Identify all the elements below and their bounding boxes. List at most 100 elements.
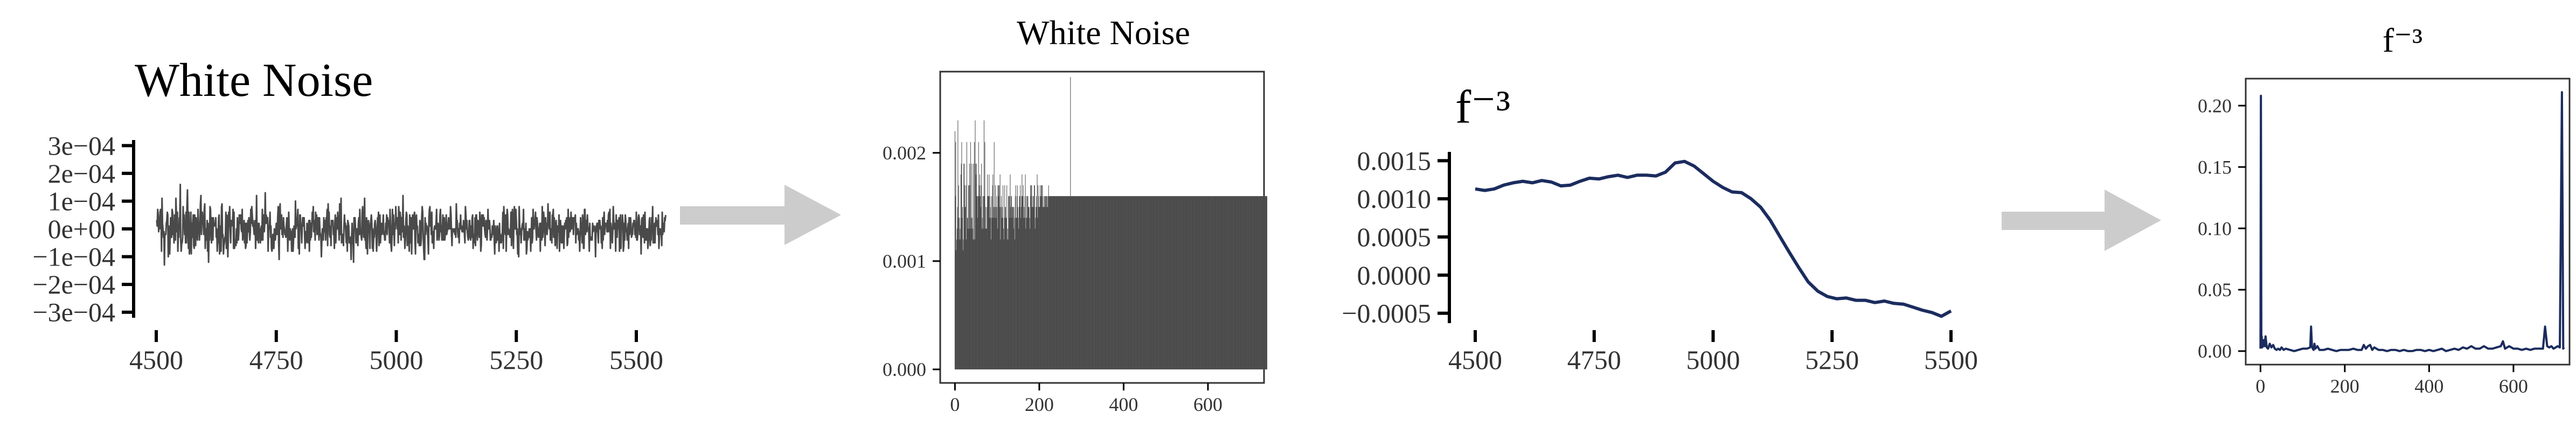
white-noise-spectrum-bar <box>979 185 980 369</box>
white-noise-spectrum-bar <box>1037 218 1038 369</box>
white-noise-spectrum-bar <box>1018 228 1019 369</box>
white-noise-spectrum-bar <box>966 239 967 369</box>
white-noise-spectrum-y-ticks: 0.000 0.001 0.002 <box>883 142 940 380</box>
white-noise-spectrum-bar <box>971 163 973 369</box>
white-noise-series-title: White Noise <box>135 54 373 107</box>
white-noise-spectrum-bar <box>1024 218 1025 369</box>
white-noise-spectrum-bar <box>1052 196 1053 369</box>
white-noise-spectrum-bar <box>1200 196 1202 369</box>
f3-spectrum-y-tick-label: 0.10 <box>2198 218 2232 239</box>
white-noise-spectrum-bar <box>1019 196 1020 369</box>
white-noise-spectrum-bar <box>1168 196 1169 369</box>
white-noise-series-x-tick-label: 5500 <box>609 345 663 375</box>
white-noise-spectrum-bar <box>1006 239 1008 369</box>
white-noise-spectrum-bar <box>1183 196 1184 369</box>
white-noise-spectrum-bar <box>1110 196 1112 369</box>
white-noise-spectrum-bar <box>1184 196 1185 369</box>
white-noise-spectrum-bar <box>1034 228 1036 369</box>
white-noise-spectrum-bar <box>1114 196 1115 369</box>
white-noise-spectrum-bar <box>1175 196 1176 369</box>
white-noise-spectrum-bar <box>1056 196 1057 369</box>
white-noise-spectrum-bar <box>1162 196 1163 369</box>
white-noise-spectrum-bar <box>1012 207 1013 369</box>
white-noise-spectrum-bar <box>1155 196 1156 369</box>
white-noise-spectrum-bar <box>1022 196 1023 369</box>
white-noise-spectrum-bar <box>1052 196 1053 369</box>
white-noise-spectrum-bar <box>990 207 991 369</box>
white-noise-spectrum-bar <box>1143 196 1144 369</box>
white-noise-series-x-tick-label: 5000 <box>370 345 423 375</box>
f3-series-panel: f⁻³ −0.0005 0.0000 0.0005 0.0010 0.0015 4500… <box>1342 81 1978 375</box>
white-noise-spectrum-bar <box>1186 196 1187 369</box>
white-noise-spectrum-bar <box>1049 196 1050 369</box>
white-noise-spectrum-bar <box>1151 196 1152 369</box>
white-noise-spectrum-bar <box>1213 196 1214 369</box>
white-noise-spectrum-bar <box>955 196 956 369</box>
white-noise-spectrum-bar <box>993 218 994 369</box>
white-noise-spectrum-bar <box>1192 196 1193 369</box>
white-noise-spectrum-bar <box>1256 196 1258 369</box>
white-noise-spectrum-bar <box>957 207 958 369</box>
white-noise-spectrum-bar <box>1165 196 1167 369</box>
white-noise-spectrum-bar <box>1245 196 1246 369</box>
f3-spectrum-y-tick-label: 0.00 <box>2198 340 2232 362</box>
white-noise-spectrum-y-tick-label: 0.001 <box>883 250 926 272</box>
white-noise-spectrum-bar <box>1217 196 1218 369</box>
white-noise-spectrum-bar <box>1152 196 1154 369</box>
white-noise-spectrum-bar <box>1199 196 1200 369</box>
white-noise-spectrum-bar <box>963 239 964 369</box>
white-noise-spectrum-bar <box>1023 185 1024 369</box>
white-noise-spectrum-bar <box>1085 196 1086 369</box>
white-noise-spectrum-bar <box>1142 196 1143 369</box>
white-noise-spectrum-bar <box>1029 207 1030 369</box>
white-noise-series-y-tick-label: −2e−04 <box>32 269 115 299</box>
white-noise-spectrum-bar <box>989 218 990 369</box>
flow-arrow-2-shaft <box>2002 212 2109 230</box>
white-noise-spectrum-bar <box>1211 196 1212 369</box>
white-noise-spectrum-bar <box>1058 196 1059 369</box>
white-noise-spectrum-bar <box>968 185 969 369</box>
white-noise-spectrum-bar <box>987 174 988 369</box>
white-noise-spectrum-bar <box>1217 196 1218 369</box>
white-noise-spectrum-bar <box>1138 196 1140 369</box>
white-noise-spectrum-bar <box>1108 196 1109 369</box>
white-noise-spectrum-bar <box>1225 196 1226 369</box>
white-noise-spectrum-bar <box>1051 196 1052 369</box>
white-noise-spectrum-bar <box>1143 196 1144 369</box>
white-noise-spectrum-bar <box>1066 196 1067 369</box>
white-noise-spectrum-bar <box>956 239 957 369</box>
white-noise-spectrum-bar <box>1136 196 1137 369</box>
white-noise-spectrum-bar <box>1027 196 1029 369</box>
white-noise-spectrum-bar <box>969 163 970 369</box>
white-noise-spectrum-bar <box>958 218 959 369</box>
white-noise-spectrum-bar <box>991 196 992 369</box>
white-noise-spectrum-bar <box>1132 196 1133 369</box>
f3-spectrum-x-tick-label: 200 <box>2330 375 2359 397</box>
white-noise-spectrum-bar <box>1103 196 1105 369</box>
white-noise-spectrum-bar <box>985 207 987 369</box>
white-noise-spectrum-bar <box>1115 196 1116 369</box>
white-noise-spectrum-bar <box>1120 196 1121 369</box>
white-noise-spectrum-bar <box>1121 196 1122 369</box>
white-noise-spectrum-bar <box>1103 196 1105 369</box>
white-noise-spectrum-bar <box>1262 196 1263 369</box>
white-noise-spectrum-bar <box>1062 196 1063 369</box>
white-noise-spectrum-bar <box>1041 185 1043 369</box>
white-noise-spectrum-bar <box>982 218 983 369</box>
f3-spectrum-frame <box>2245 78 2571 366</box>
white-noise-spectrum-bar <box>1094 196 1095 369</box>
white-noise-spectrum-bar <box>1151 196 1152 369</box>
white-noise-spectrum-bar <box>1200 196 1202 369</box>
white-noise-spectrum-bar <box>1013 228 1014 369</box>
white-noise-spectrum-bar <box>1107 196 1108 369</box>
white-noise-spectrum-bar <box>1011 196 1012 369</box>
white-noise-spectrum-bar <box>957 120 959 369</box>
white-noise-spectrum-bar <box>1047 196 1049 369</box>
f3-series-y-tick-label: −0.0005 <box>1342 298 1431 329</box>
white-noise-spectrum-bar <box>1074 196 1075 369</box>
white-noise-spectrum-bar <box>1111 196 1112 369</box>
white-noise-spectrum-bar <box>1187 196 1188 369</box>
white-noise-spectrum-bar <box>1202 196 1203 369</box>
white-noise-spectrum-bar <box>997 228 998 369</box>
